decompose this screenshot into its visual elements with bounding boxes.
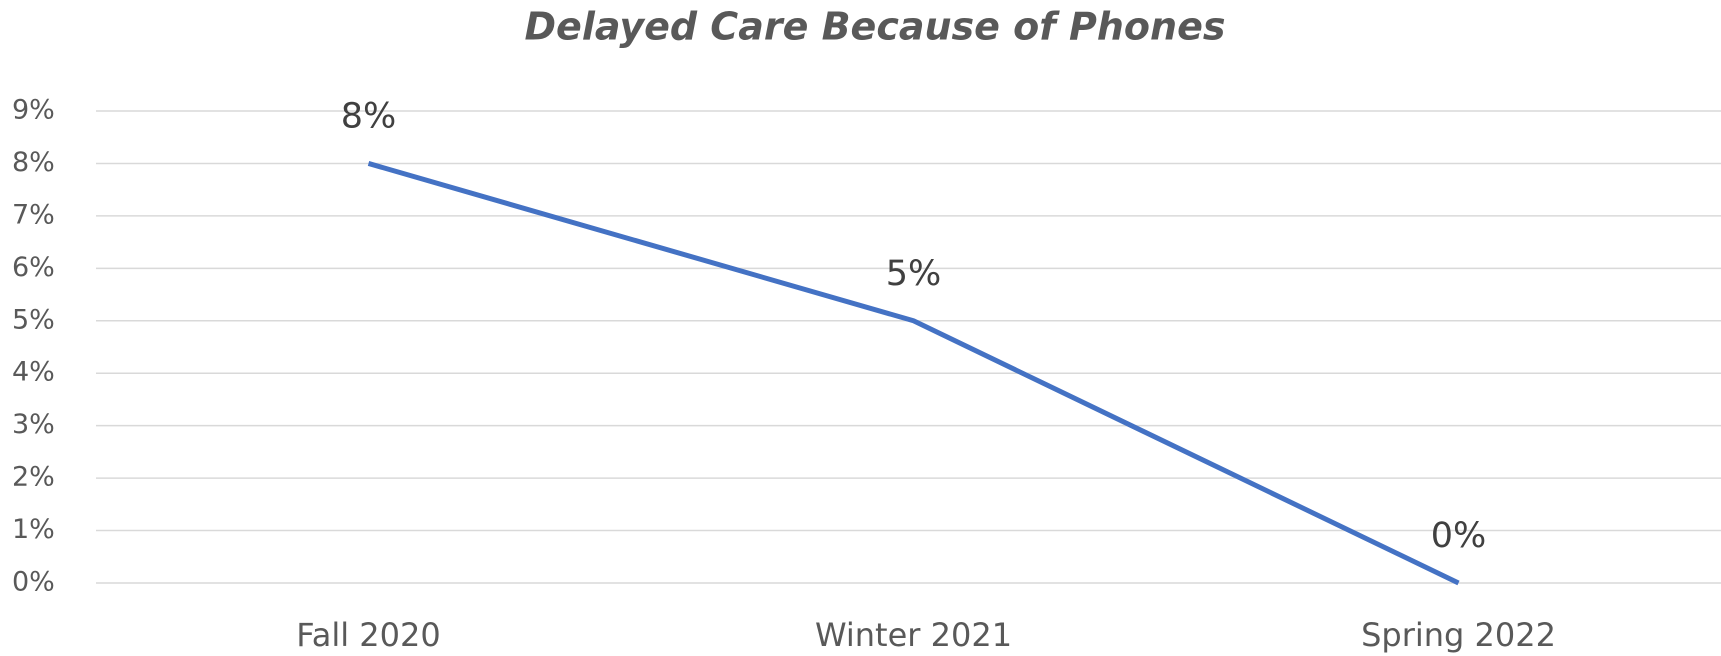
data-label: 5% bbox=[886, 254, 942, 294]
line-series bbox=[367, 161, 1460, 586]
data-label: 0% bbox=[1431, 516, 1487, 556]
x-tick-label: Winter 2021 bbox=[815, 616, 1012, 654]
y-tick-label: 2% bbox=[12, 462, 55, 493]
y-tick-label: 3% bbox=[12, 409, 55, 440]
y-tick-label: 0% bbox=[12, 567, 55, 598]
x-tick-label: Fall 2020 bbox=[296, 616, 440, 654]
y-tick-label: 8% bbox=[12, 147, 55, 178]
y-tick-label: 5% bbox=[12, 304, 55, 335]
data-label: 8% bbox=[341, 96, 397, 136]
chart-title: Delayed Care Because of Phones bbox=[525, 5, 1226, 49]
x-tick-label: Spring 2022 bbox=[1361, 616, 1556, 654]
y-tick-label: 9% bbox=[12, 95, 55, 126]
y-tick-label: 1% bbox=[12, 514, 55, 545]
y-tick-label: 7% bbox=[12, 199, 55, 230]
y-tick-label: 6% bbox=[12, 252, 55, 283]
y-tick-label: 4% bbox=[12, 357, 55, 388]
